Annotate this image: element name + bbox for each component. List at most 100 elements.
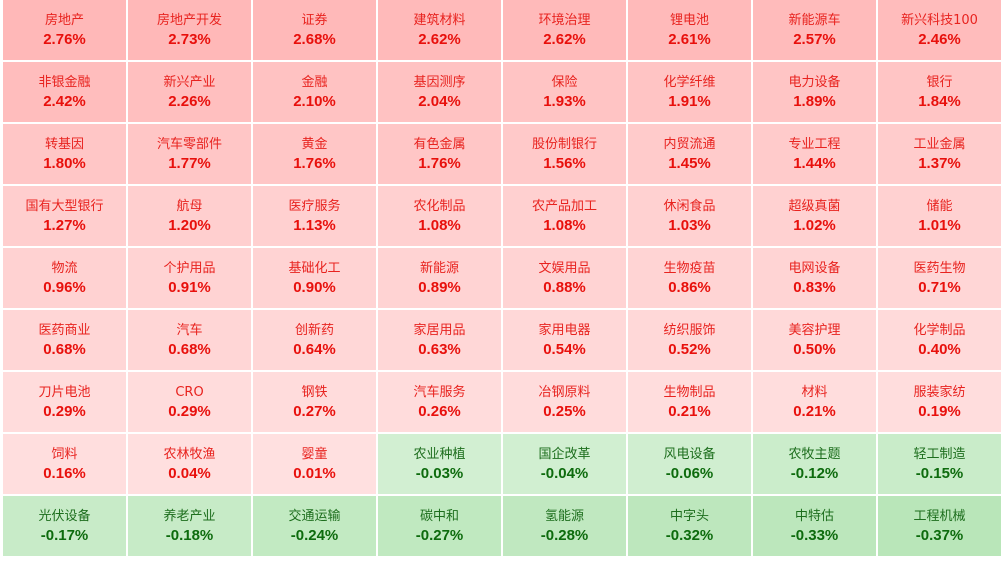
sector-cell[interactable]: 医疗服务 1.13% (253, 186, 378, 248)
sector-cell[interactable]: 化学制品 0.40% (878, 310, 1003, 372)
sector-cell[interactable]: 航母 1.20% (128, 186, 253, 248)
sector-name: 农牧主题 (788, 447, 841, 462)
sector-cell[interactable]: 家居用品 0.63% (378, 310, 503, 372)
sector-cell[interactable]: 轻工制造 -0.15% (878, 434, 1003, 496)
sector-cell[interactable]: 有色金属 1.76% (378, 124, 503, 186)
sector-name: 储能 (926, 199, 953, 214)
sector-cell[interactable]: 休闲食品 1.03% (628, 186, 753, 248)
sector-cell[interactable]: 电力设备 1.89% (753, 62, 878, 124)
sector-cell[interactable]: 纺织服饰 0.52% (628, 310, 753, 372)
sector-cell[interactable]: 中字头 -0.32% (628, 496, 753, 558)
sector-cell[interactable]: 新能源车 2.57% (753, 0, 878, 62)
sector-cell[interactable]: 创新药 0.64% (253, 310, 378, 372)
sector-cell[interactable]: 中特估 -0.33% (753, 496, 878, 558)
sector-name: 家用电器 (538, 323, 591, 338)
sector-name: 证券 (301, 13, 328, 28)
sector-name: 房地产开发 (156, 13, 222, 28)
sector-name: 中特估 (794, 509, 834, 524)
sector-name: 基础化工 (288, 261, 341, 276)
sector-cell[interactable]: 房地产 2.76% (3, 0, 128, 62)
sector-name: 锂电池 (669, 13, 709, 28)
sector-cell[interactable]: 国企改革 -0.04% (503, 434, 628, 496)
sector-cell[interactable]: 医药生物 0.71% (878, 248, 1003, 310)
sector-name: 医药商业 (38, 323, 91, 338)
sector-cell[interactable]: 锂电池 2.61% (628, 0, 753, 62)
sector-cell[interactable]: 保险 1.93% (503, 62, 628, 124)
sector-cell[interactable]: 服装家纺 0.19% (878, 372, 1003, 434)
sector-cell[interactable]: 冶钢原料 0.25% (503, 372, 628, 434)
sector-cell[interactable]: 材料 0.21% (753, 372, 878, 434)
sector-cell[interactable]: 工业金属 1.37% (878, 124, 1003, 186)
sector-change: 1.45% (668, 155, 711, 172)
sector-cell[interactable]: 证券 2.68% (253, 0, 378, 62)
sector-name: 非银金融 (38, 75, 91, 90)
sector-cell[interactable]: 新兴产业 2.26% (128, 62, 253, 124)
sector-cell[interactable]: 农林牧渔 0.04% (128, 434, 253, 496)
sector-cell[interactable]: 生物制品 0.21% (628, 372, 753, 434)
sector-cell[interactable]: 氢能源 -0.28% (503, 496, 628, 558)
sector-cell[interactable]: 专业工程 1.44% (753, 124, 878, 186)
sector-cell[interactable]: 电网设备 0.83% (753, 248, 878, 310)
sector-change: 0.21% (668, 403, 711, 420)
sector-cell[interactable]: 农业种植 -0.03% (378, 434, 503, 496)
sector-cell[interactable]: 黄金 1.76% (253, 124, 378, 186)
sector-change: 0.64% (293, 341, 336, 358)
sector-change: 1.20% (168, 217, 211, 234)
sector-cell[interactable]: 新能源 0.89% (378, 248, 503, 310)
sector-cell[interactable]: 光伏设备 -0.17% (3, 496, 128, 558)
sector-cell[interactable]: 交通运输 -0.24% (253, 496, 378, 558)
sector-cell[interactable]: 建筑材料 2.62% (378, 0, 503, 62)
sector-name: 环境治理 (538, 13, 591, 28)
sector-cell[interactable]: 物流 0.96% (3, 248, 128, 310)
sector-cell[interactable]: 化学纤维 1.91% (628, 62, 753, 124)
sector-cell[interactable]: 银行 1.84% (878, 62, 1003, 124)
sector-cell[interactable]: 汽车服务 0.26% (378, 372, 503, 434)
sector-cell[interactable]: 转基因 1.80% (3, 124, 128, 186)
sector-cell[interactable]: 非银金融 2.42% (3, 62, 128, 124)
sector-change: 2.62% (418, 31, 461, 48)
sector-cell[interactable]: 汽车 0.68% (128, 310, 253, 372)
sector-cell[interactable]: 房地产开发 2.73% (128, 0, 253, 62)
sector-cell[interactable]: 农产品加工 1.08% (503, 186, 628, 248)
sector-change: 1.76% (293, 155, 336, 172)
sector-name: 生物疫苗 (663, 261, 716, 276)
sector-cell[interactable]: 基因测序 2.04% (378, 62, 503, 124)
sector-cell[interactable]: 农牧主题 -0.12% (753, 434, 878, 496)
sector-cell[interactable]: 农化制品 1.08% (378, 186, 503, 248)
sector-cell[interactable]: 婴童 0.01% (253, 434, 378, 496)
sector-cell[interactable]: 内贸流通 1.45% (628, 124, 753, 186)
sector-cell[interactable]: 工程机械 -0.37% (878, 496, 1003, 558)
sector-cell[interactable]: 风电设备 -0.06% (628, 434, 753, 496)
sector-cell[interactable]: 美容护理 0.50% (753, 310, 878, 372)
sector-cell[interactable]: 储能 1.01% (878, 186, 1003, 248)
sector-cell[interactable]: 钢铁 0.27% (253, 372, 378, 434)
sector-cell[interactable]: 个护用品 0.91% (128, 248, 253, 310)
sector-change: 0.96% (43, 279, 86, 296)
sector-change: 0.90% (293, 279, 336, 296)
sector-change: 0.29% (43, 403, 86, 420)
sector-cell[interactable]: 饲料 0.16% (3, 434, 128, 496)
sector-change: 0.52% (668, 341, 711, 358)
sector-cell[interactable]: 文娱用品 0.88% (503, 248, 628, 310)
sector-cell[interactable]: 医药商业 0.68% (3, 310, 128, 372)
sector-name: 中字头 (669, 509, 709, 524)
sector-change: -0.28% (540, 527, 589, 544)
sector-cell[interactable]: CRO 0.29% (128, 372, 253, 434)
sector-cell[interactable]: 碳中和 -0.27% (378, 496, 503, 558)
sector-cell[interactable]: 刀片电池 0.29% (3, 372, 128, 434)
sector-name: 农产品加工 (531, 199, 597, 214)
sector-cell[interactable]: 超级真菌 1.02% (753, 186, 878, 248)
sector-cell[interactable]: 生物疫苗 0.86% (628, 248, 753, 310)
sector-cell[interactable]: 基础化工 0.90% (253, 248, 378, 310)
sector-cell[interactable]: 汽车零部件 1.77% (128, 124, 253, 186)
sector-cell[interactable]: 国有大型银行 1.27% (3, 186, 128, 248)
sector-cell[interactable]: 环境治理 2.62% (503, 0, 628, 62)
sector-name: 汽车 (176, 323, 203, 338)
sector-cell[interactable]: 养老产业 -0.18% (128, 496, 253, 558)
sector-name: 超级真菌 (788, 199, 841, 214)
sector-cell[interactable]: 家用电器 0.54% (503, 310, 628, 372)
sector-change: 0.71% (918, 279, 961, 296)
sector-cell[interactable]: 股份制银行 1.56% (503, 124, 628, 186)
sector-cell[interactable]: 新兴科技100 2.46% (878, 0, 1003, 62)
sector-cell[interactable]: 金融 2.10% (253, 62, 378, 124)
